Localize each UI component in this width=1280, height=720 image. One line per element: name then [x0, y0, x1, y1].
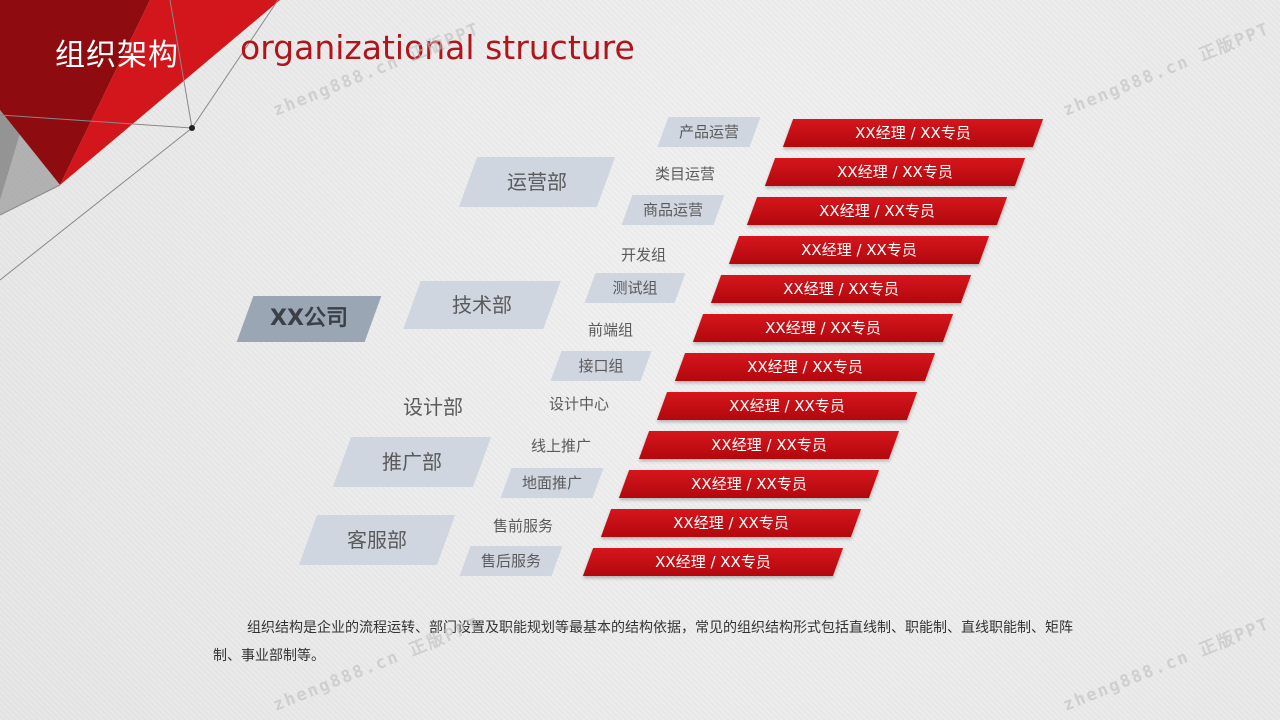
- subunit-label: 地面推广: [521, 474, 582, 492]
- role-bar: XX经理 / XX专员: [710, 275, 972, 303]
- company-box: XX公司: [236, 296, 382, 342]
- dept-box-promotion: 推广部: [332, 437, 492, 487]
- role-bar: XX经理 / XX专员: [600, 509, 862, 537]
- subunit-label: 测试组: [612, 279, 658, 297]
- company-label: XX公司: [270, 306, 348, 331]
- role-label: XX经理 / XX专员: [673, 514, 789, 532]
- subunit-box: 商品运营: [621, 195, 725, 225]
- subunit-box: 售后服务: [459, 546, 563, 576]
- subunit-label: 售前服务: [493, 517, 554, 535]
- role-bar: XX经理 / XX专员: [656, 392, 918, 420]
- page-subtitle: organizational structure: [240, 28, 635, 67]
- subunit-label: 线上推广: [531, 437, 592, 455]
- role-bar: XX经理 / XX专员: [582, 548, 844, 576]
- subunit-box: 接口组: [550, 351, 652, 381]
- role-label: XX经理 / XX专员: [747, 358, 863, 376]
- role-bar: XX经理 / XX专员: [728, 236, 990, 264]
- subunit-label: 类目运营: [655, 165, 716, 183]
- role-label: XX经理 / XX专员: [801, 241, 917, 259]
- role-bar: XX经理 / XX专员: [692, 314, 954, 342]
- role-label: XX经理 / XX专员: [691, 475, 807, 493]
- role-label: XX经理 / XX专员: [819, 202, 935, 220]
- role-label: XX经理 / XX专员: [837, 163, 953, 181]
- subunit-box: 测试组: [584, 273, 686, 303]
- subunit-box: 产品运营: [657, 117, 761, 147]
- dept-label: 运营部: [507, 170, 567, 194]
- role-bar: XX经理 / XX专员: [782, 119, 1044, 147]
- dept-box-operations: 运营部: [458, 157, 616, 207]
- role-label: XX经理 / XX专员: [729, 397, 845, 415]
- subunit-label: 产品运营: [678, 123, 739, 141]
- role-label: XX经理 / XX专员: [711, 436, 827, 454]
- subunit-label: 接口组: [578, 357, 624, 375]
- dept-label: 推广部: [382, 450, 442, 474]
- role-label: XX经理 / XX专员: [765, 319, 881, 337]
- dept-box-service: 客服部: [298, 515, 456, 565]
- dept-label: 技术部: [452, 293, 512, 317]
- subunit-label: 前端组: [588, 321, 634, 339]
- role-bar: XX经理 / XX专员: [674, 353, 936, 381]
- role-bar: XX经理 / XX专员: [618, 470, 880, 498]
- dept-label: 客服部: [347, 528, 407, 552]
- role-bar: XX经理 / XX专员: [764, 158, 1026, 186]
- page-title: 组织架构: [55, 38, 179, 73]
- description-text: 组织结构是企业的流程运转、部门设置及职能规划等最基本的结构依据，常见的组织结构形…: [213, 620, 1073, 664]
- dept-label-design: 设计部: [403, 395, 463, 419]
- subunit-box: 地面推广: [500, 468, 604, 498]
- subunit-label: 设计中心: [549, 395, 610, 413]
- role-label: XX经理 / XX专员: [783, 280, 899, 298]
- subunit-label: 商品运营: [642, 201, 703, 219]
- role-label: XX经理 / XX专员: [855, 124, 971, 142]
- role-bar: XX经理 / XX专员: [638, 431, 900, 459]
- dept-box-tech: 技术部: [403, 281, 561, 329]
- subunit-label: 售后服务: [480, 552, 541, 570]
- corner-decoration: [0, 0, 280, 281]
- subunit-label: 开发组: [621, 246, 667, 264]
- role-bar: XX经理 / XX专员: [746, 197, 1008, 225]
- role-label: XX经理 / XX专员: [655, 553, 771, 571]
